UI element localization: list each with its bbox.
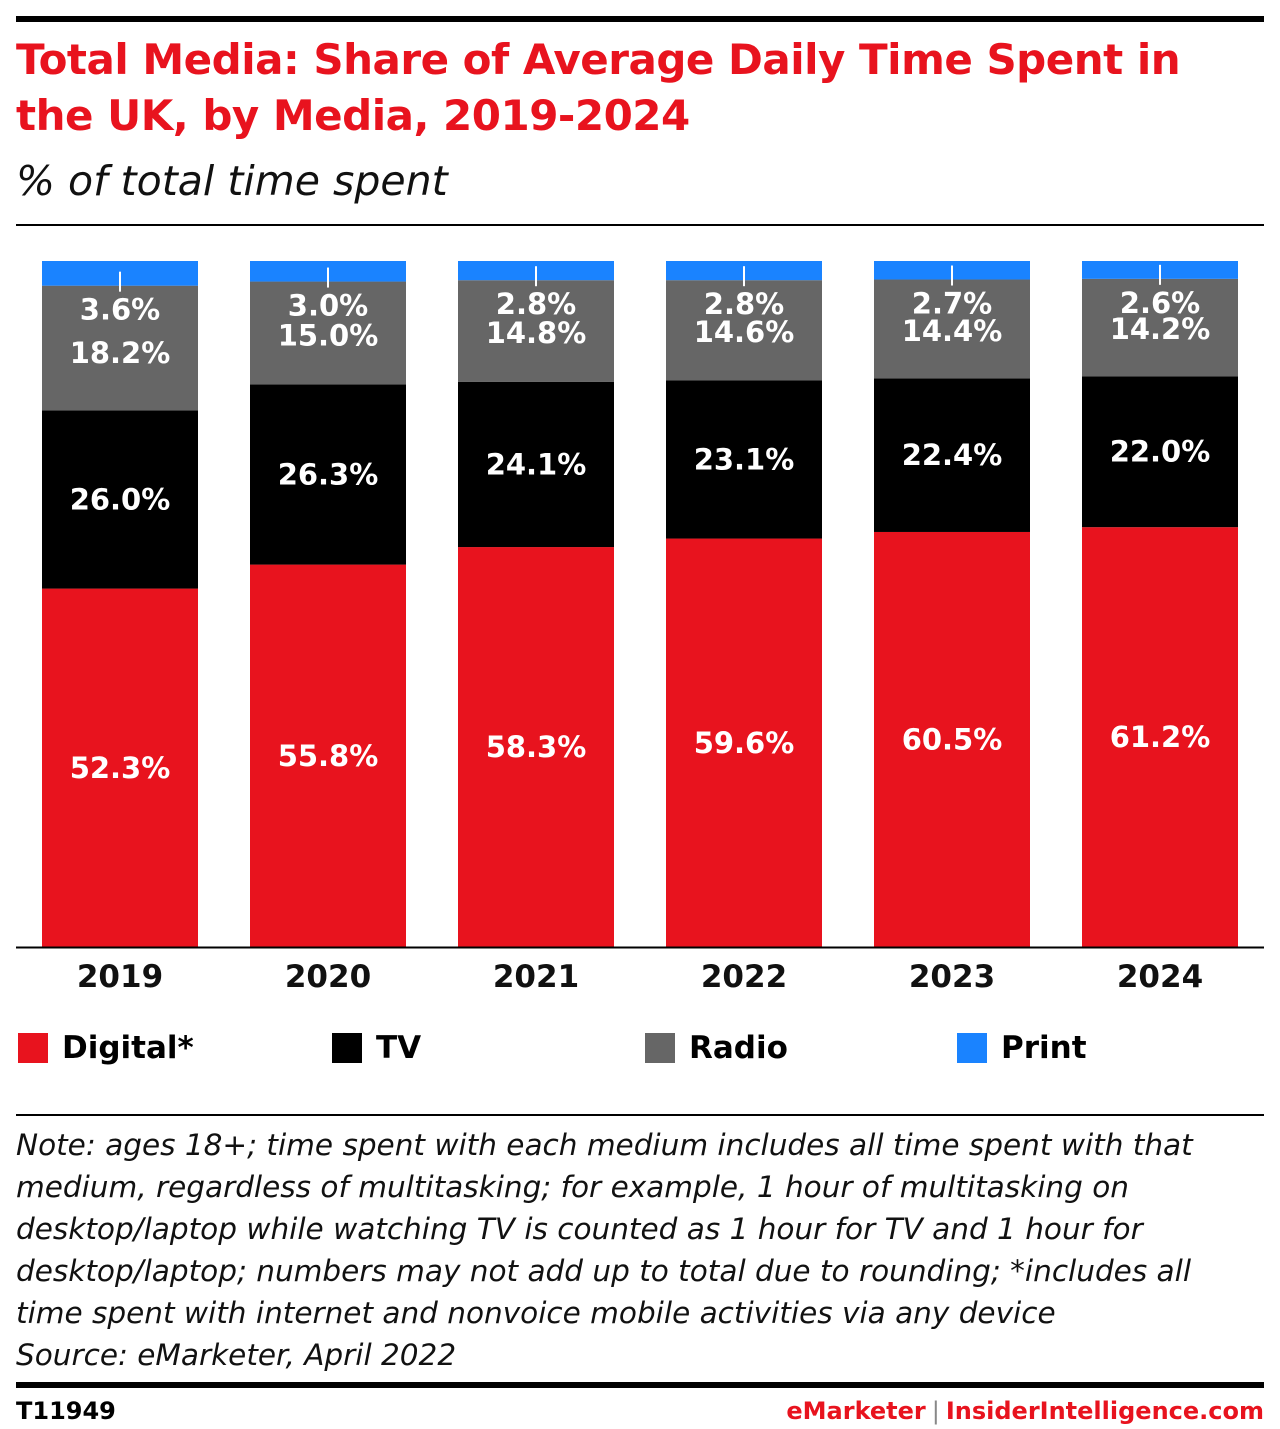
bar-segment-digital-2024 xyxy=(1082,527,1238,947)
bar-segment-digital-2020 xyxy=(250,564,406,947)
bar-segment-radio-2022 xyxy=(666,280,822,381)
data-label-tv-2022: 23.1% xyxy=(694,442,795,476)
data-label-tv-2021: 24.1% xyxy=(486,447,587,481)
bar-segment-radio-2021 xyxy=(458,280,614,382)
footer-divider xyxy=(16,1114,1264,1116)
data-label-print-2024: 2.6% xyxy=(1120,286,1200,320)
data-label-tv-2024: 22.0% xyxy=(1110,435,1211,469)
bar-segment-digital-2023 xyxy=(874,531,1030,947)
header-divider xyxy=(16,224,1264,226)
legend-item-print: Print xyxy=(957,1028,1087,1068)
data-label-print-2021: 2.8% xyxy=(496,287,576,321)
legend-swatch-print xyxy=(957,1033,987,1063)
data-label-radio-2022: 14.6% xyxy=(694,315,795,349)
bar-segment-radio-2024 xyxy=(1082,278,1238,377)
chart-title: Total Media: Share of Average Daily Time… xyxy=(16,35,1181,140)
legend-item-radio: Radio xyxy=(645,1028,788,1068)
data-label-tv-2023: 22.4% xyxy=(902,438,1003,472)
top-rule xyxy=(16,16,1264,22)
x-tick-label-2019: 2019 xyxy=(77,959,163,995)
data-label-radio-2019: 18.2% xyxy=(70,336,171,370)
bar-segment-digital-2019 xyxy=(42,588,198,947)
legend-swatch-radio xyxy=(645,1033,675,1063)
chart-note: Note: ages 18+; time spent with each med… xyxy=(16,1128,1193,1330)
data-label-digital-2022: 59.6% xyxy=(694,726,795,760)
legend-label-digital: Digital* xyxy=(62,1030,194,1066)
brand-separator: | xyxy=(931,1397,940,1425)
legend-swatch-digital xyxy=(18,1033,48,1063)
bar-segment-digital-2022 xyxy=(666,538,822,947)
chart-legend: Digital* TV Radio Print xyxy=(0,1028,1280,1068)
data-label-print-2019: 3.6% xyxy=(80,293,160,327)
x-tick-label-2020: 2020 xyxy=(285,959,371,995)
data-label-print-2023: 2.7% xyxy=(912,287,992,321)
data-label-print-2020: 3.0% xyxy=(288,289,368,323)
bar-segment-digital-2021 xyxy=(458,547,614,947)
data-label-radio-2021: 14.8% xyxy=(486,316,587,350)
chart-source: Source: eMarketer, April 2022 xyxy=(16,1338,457,1372)
legend-label-radio: Radio xyxy=(689,1030,788,1066)
legend-item-tv: TV xyxy=(332,1028,421,1068)
brand-emarketer: eMarketer xyxy=(786,1397,926,1425)
x-tick-label-2022: 2022 xyxy=(701,959,787,995)
x-tick-label-2021: 2021 xyxy=(493,959,579,995)
data-label-print-2022: 2.8% xyxy=(704,287,784,321)
brand-credit: eMarketer | InsiderIntelligence.com xyxy=(786,1397,1264,1425)
data-label-digital-2020: 55.8% xyxy=(278,739,379,773)
legend-label-print: Print xyxy=(1001,1030,1087,1066)
bar-segment-radio-2019 xyxy=(42,285,198,411)
data-label-radio-2024: 14.2% xyxy=(1110,312,1211,346)
bar-segment-tv-2021 xyxy=(458,381,614,548)
data-label-digital-2019: 52.3% xyxy=(70,751,171,785)
brand-insider-intelligence: InsiderIntelligence.com xyxy=(945,1397,1264,1425)
bar-segment-tv-2019 xyxy=(42,410,198,589)
chart-id: T11949 xyxy=(16,1397,116,1425)
bar-segment-radio-2020 xyxy=(250,281,406,385)
data-label-digital-2021: 58.3% xyxy=(486,730,587,764)
bar-segment-tv-2022 xyxy=(666,380,822,539)
data-label-digital-2024: 61.2% xyxy=(1110,720,1211,754)
legend-label-tv: TV xyxy=(376,1030,422,1066)
bottom-rule xyxy=(16,1382,1264,1388)
bar-segment-radio-2023 xyxy=(874,279,1030,379)
x-tick-label-2023: 2023 xyxy=(909,959,995,995)
bar-segment-tv-2020 xyxy=(250,384,406,565)
legend-swatch-tv xyxy=(332,1033,362,1063)
data-label-tv-2020: 26.3% xyxy=(278,457,379,491)
legend-item-digital: Digital* xyxy=(18,1028,194,1068)
data-label-tv-2019: 26.0% xyxy=(70,482,171,516)
data-label-radio-2023: 14.4% xyxy=(902,314,1003,348)
chart-subtitle: % of total time spent xyxy=(16,157,448,205)
bar-segment-tv-2023 xyxy=(874,378,1030,532)
x-tick-label-2024: 2024 xyxy=(1117,959,1203,995)
data-label-digital-2023: 60.5% xyxy=(902,722,1003,756)
stacked-bar-chart: 52.3% 26.0% 18.2% 3.6% 2019 55.8% 26.3% 15.0%3.… xyxy=(16,261,1264,995)
bar-segment-tv-2024 xyxy=(1082,376,1238,528)
data-label-radio-2020: 15.0% xyxy=(278,318,379,352)
